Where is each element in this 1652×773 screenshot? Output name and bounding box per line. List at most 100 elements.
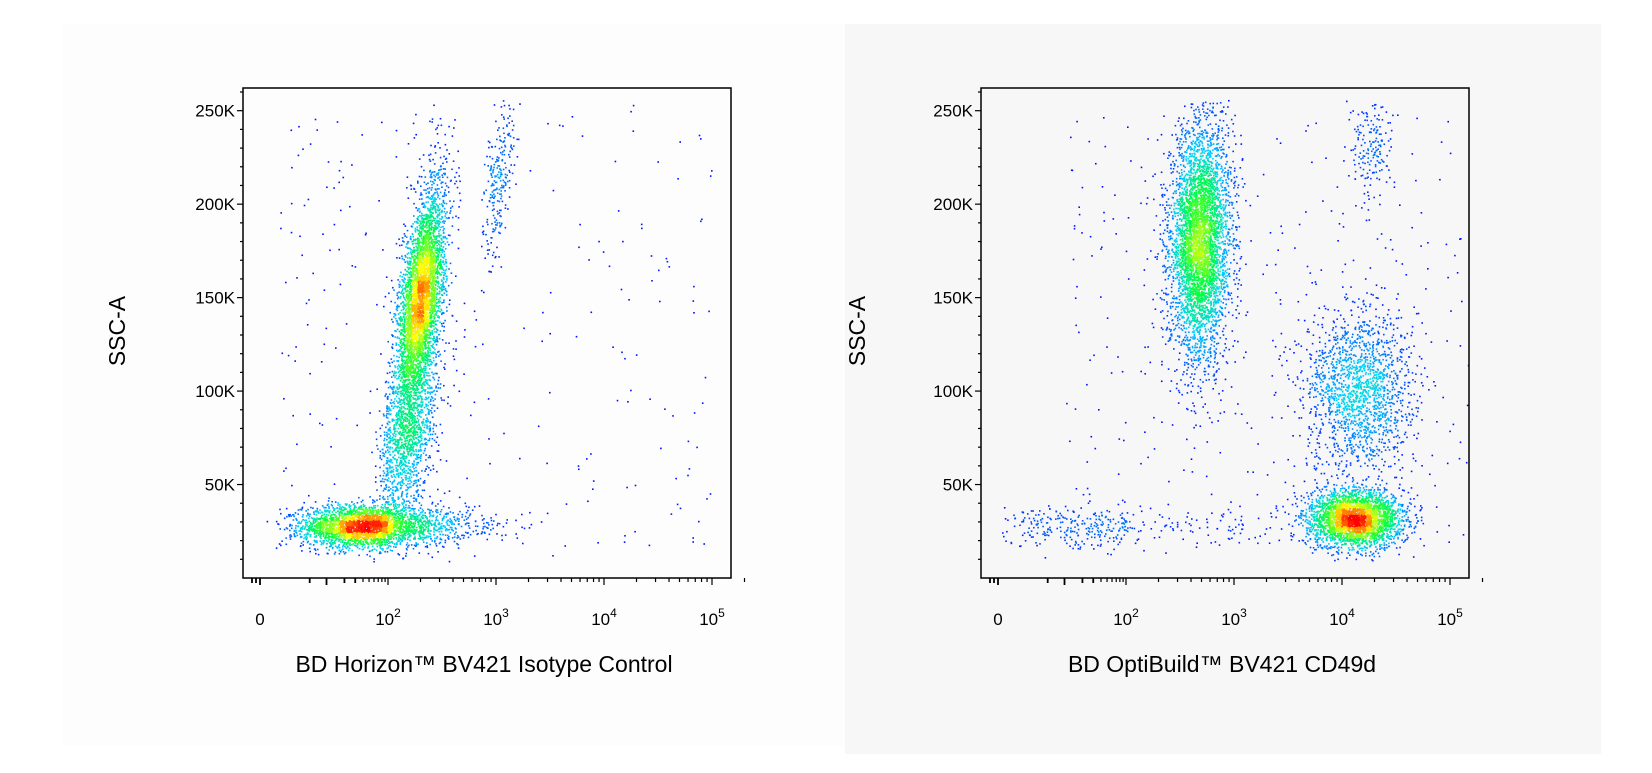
scatter-point — [338, 513, 340, 516]
scatter-point — [490, 519, 493, 522]
scatter-point — [434, 247, 437, 249]
scatter-point — [401, 276, 404, 278]
scatter-point — [387, 527, 389, 530]
scatter-point — [340, 525, 343, 527]
scatter-point — [349, 507, 352, 510]
scatter-point — [440, 182, 442, 185]
scatter-point — [371, 512, 374, 514]
scatter-point — [428, 521, 430, 523]
scatter-point — [342, 521, 344, 523]
scatter-point — [411, 387, 413, 390]
scatter-point — [414, 401, 417, 404]
scatter-point — [350, 518, 353, 520]
scatter-point — [397, 350, 399, 353]
scatter-point — [337, 531, 340, 534]
scatter-point — [421, 523, 424, 525]
scatter-point — [439, 169, 441, 171]
scatter-point — [416, 226, 419, 228]
scatter-point — [393, 313, 395, 315]
scatter-point — [399, 275, 401, 277]
scatter-point — [347, 541, 349, 543]
scatter-point — [413, 258, 415, 261]
scatter-point — [464, 523, 467, 525]
scatter-point — [338, 540, 340, 542]
scatter-point — [387, 525, 390, 528]
scatter-point — [382, 526, 385, 528]
scatter-point — [439, 218, 441, 220]
scatter-point — [307, 512, 309, 515]
scatter-point — [352, 527, 355, 530]
scatter-point — [395, 523, 397, 526]
scatter-point — [429, 332, 432, 335]
scatter-point — [306, 521, 308, 524]
scatter-point — [449, 531, 452, 534]
scatter-point — [336, 523, 338, 526]
scatter-point — [401, 519, 404, 521]
scatter-point — [459, 180, 461, 183]
scatter-point — [320, 537, 322, 539]
scatter-point — [357, 535, 360, 538]
scatter-point — [345, 513, 348, 516]
scatter-point — [445, 516, 448, 518]
scatter-point — [453, 518, 456, 521]
scatter-point — [398, 257, 401, 259]
scatter-point — [379, 509, 381, 511]
scatter-point — [367, 524, 370, 527]
scatter-point — [424, 393, 427, 395]
scatter-point — [440, 525, 442, 528]
scatter-point — [344, 514, 346, 516]
scatter-point — [438, 223, 440, 225]
scatter-point — [344, 503, 347, 505]
scatter-point — [393, 500, 395, 502]
scatter-point — [388, 538, 390, 541]
scatter-point — [419, 375, 422, 378]
scatter-point — [342, 545, 344, 548]
scatter-point — [301, 530, 303, 533]
scatter-point — [438, 225, 440, 228]
scatter-point — [347, 523, 349, 526]
scatter-point — [480, 532, 483, 535]
scatter-point — [405, 534, 407, 537]
scatter-point — [505, 522, 508, 524]
scatter-point — [352, 503, 355, 506]
scatter-point — [390, 520, 392, 523]
scatter-point — [410, 518, 413, 520]
scatter-point — [400, 295, 402, 298]
scatter-point — [432, 255, 434, 258]
scatter-point — [360, 517, 362, 520]
scatter-point — [418, 519, 420, 522]
scatter-point — [444, 158, 447, 160]
scatter-point — [283, 528, 286, 531]
scatter-point — [429, 302, 432, 305]
scatter-point — [412, 246, 415, 249]
scatter-point — [419, 380, 422, 383]
scatter-point — [293, 533, 295, 535]
scatter-point — [424, 371, 427, 374]
scatter-point — [371, 535, 373, 537]
scatter-point — [430, 538, 432, 540]
scatter-point — [376, 531, 378, 534]
scatter-point — [428, 262, 430, 265]
scatter-point — [367, 547, 369, 549]
scatter-point — [399, 529, 401, 531]
scatter-point — [314, 529, 317, 531]
scatter-point — [451, 241, 453, 244]
scatter-point — [457, 543, 459, 546]
scatter-point — [426, 372, 428, 374]
scatter-point — [366, 535, 368, 538]
scatter-point — [347, 517, 350, 519]
scatter-point — [401, 534, 404, 536]
scatter-point — [411, 307, 414, 309]
scatter-point — [358, 511, 361, 513]
scatter-point — [443, 292, 446, 295]
scatter-point — [414, 375, 416, 378]
scatter-point — [359, 540, 361, 542]
scatter-point — [361, 531, 363, 534]
scatter-point — [356, 534, 359, 536]
scatter-point — [435, 238, 437, 240]
scatter-point — [316, 540, 318, 542]
scatter-point — [360, 504, 363, 507]
scatter-point — [412, 281, 415, 283]
scatter-point — [432, 278, 434, 280]
scatter-point — [344, 536, 346, 539]
